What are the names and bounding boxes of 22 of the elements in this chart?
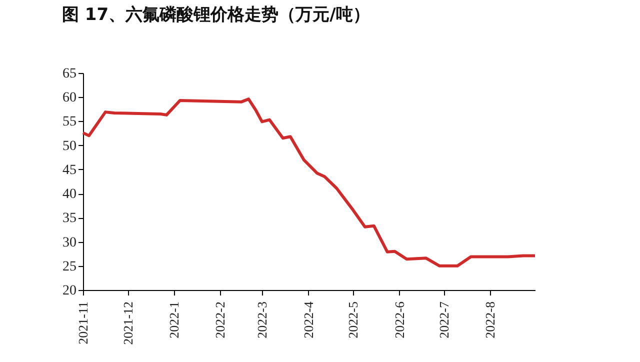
x-tick-label: 2022-4 (300, 301, 316, 338)
y-tick-label: 20 (62, 284, 76, 298)
y-tick-label: 25 (62, 259, 76, 274)
x-tick-label: 2021-12 (120, 302, 136, 345)
line-series (82, 98, 536, 268)
x-tick-label: 2022-6 (392, 301, 407, 338)
y-tick-label: 30 (62, 235, 76, 250)
y-tick-label: 60 (62, 90, 76, 106)
y-tick-label: 35 (62, 211, 76, 226)
y-tick-label: 55 (62, 114, 76, 130)
x-tick-label: 2022-3 (254, 302, 270, 338)
y-tick-label: 50 (62, 138, 76, 154)
y-tick-label: 65 (62, 66, 76, 82)
x-tick-label: 2022-1 (166, 302, 182, 338)
chart-title: 图 17、六氟磷酸锂价格走势（万元/吨） (62, 5, 370, 25)
x-tick-label: 2022-5 (346, 302, 361, 338)
x-tick-label: 2022-2 (212, 302, 228, 338)
y-tick-label: 45 (62, 162, 76, 178)
x-tick-label: 2022-8 (482, 302, 498, 338)
x-tick-label: 2021-11 (76, 302, 90, 344)
x-tick-label: 2022-7 (436, 301, 452, 338)
y-tick-label: 40 (62, 187, 76, 202)
